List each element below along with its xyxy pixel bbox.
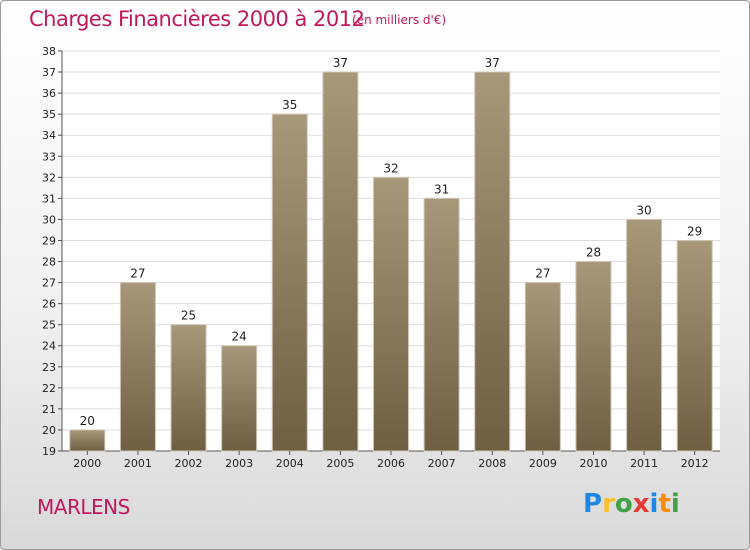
y-tick-label: 37 [42,66,56,79]
x-tick-label: 2001 [124,457,152,470]
bar [271,113,308,452]
data-label: 31 [434,182,449,196]
bar [221,345,258,452]
logo-letter: x [632,489,650,519]
bar [626,218,663,452]
y-tick-label: 33 [42,150,56,163]
x-tick-label: 2010 [579,457,607,470]
x-tick-label: 2003 [225,457,253,470]
proxiti-logo: Proxiti [583,489,680,519]
data-label: 27 [130,267,145,281]
logo-letter: P [583,489,603,519]
y-tick-label: 22 [42,382,56,395]
logo-letter: i [649,489,659,519]
x-tick-label: 2007 [428,457,456,470]
logo-letter: i [670,489,680,519]
logo-letter: o [614,489,633,519]
y-tick-label: 20 [42,424,56,437]
y-tick-label: 27 [42,277,56,290]
bar [119,282,156,452]
chart-title: Charges Financières 2000 à 2012 [29,7,365,31]
bar [373,176,409,452]
data-label: 24 [232,330,247,344]
town-name: MARLENS [37,495,130,519]
x-tick-label: 2012 [681,457,709,470]
y-tick-label: 23 [42,361,56,374]
bar [676,239,713,452]
data-label: 37 [485,56,500,70]
data-label: 37 [333,56,348,70]
y-tick-label: 31 [42,192,56,205]
data-label: 25 [181,309,196,323]
data-label: 35 [282,98,297,112]
y-tick-label: 32 [42,171,56,184]
x-tick-label: 2005 [326,457,354,470]
data-label: 30 [636,203,651,217]
y-tick-label: 35 [42,108,56,121]
data-label: 32 [383,161,398,175]
x-tick-label: 2008 [478,457,506,470]
y-tick-label: 24 [42,340,56,353]
y-tick-label: 26 [42,298,56,311]
y-tick-label: 21 [42,403,56,416]
data-label: 27 [535,267,550,281]
y-tick-label: 28 [42,256,56,269]
bar [524,282,561,452]
x-tick-label: 2004 [276,457,304,470]
data-label: 28 [586,246,601,260]
x-tick-label: 2009 [529,457,557,470]
data-label: 29 [687,224,702,238]
y-tick-label: 30 [42,213,56,226]
x-tick-label: 2006 [377,457,405,470]
bar [69,429,106,452]
logo-letter: t [658,489,671,519]
x-tick-label: 2000 [73,457,101,470]
y-tick-label: 19 [42,445,56,458]
bar [170,324,207,452]
bar [474,71,511,452]
y-tick-label: 29 [42,234,56,247]
logo-letter: r [602,489,615,519]
y-tick-label: 36 [42,87,56,100]
x-tick-label: 2002 [175,457,203,470]
y-tick-label: 38 [42,45,56,58]
y-tick-label: 25 [42,319,56,332]
bar [322,71,359,452]
data-label: 20 [80,414,95,428]
chart-subtitle: (en milliers d'€) [352,13,447,27]
y-tick-label: 34 [42,129,56,142]
x-tick-label: 2011 [630,457,658,470]
bar [575,261,612,452]
bar [423,197,460,452]
